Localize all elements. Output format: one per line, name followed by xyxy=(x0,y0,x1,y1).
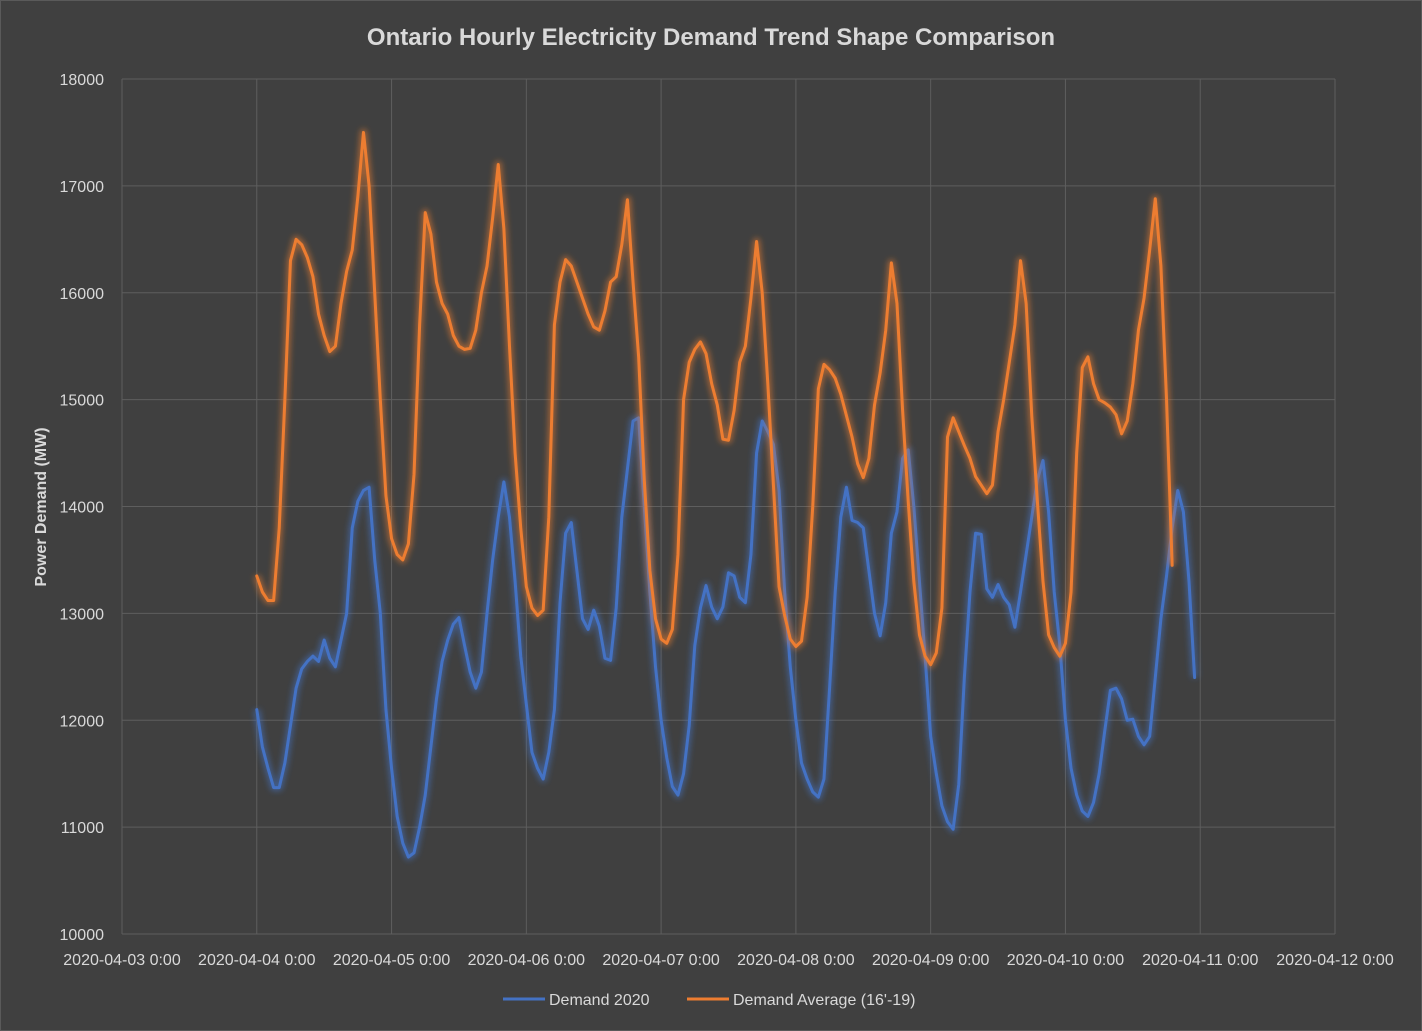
x-tick-label: 2020-04-11 0:00 xyxy=(1142,952,1258,969)
series-glow-0 xyxy=(253,414,1199,861)
y-axis-ticks: 10000 11000 12000 13000 14000 15000 16000 17000… xyxy=(60,72,105,944)
y-tick-label: 17000 xyxy=(60,179,105,196)
x-tick-label: 2020-04-05 0:00 xyxy=(333,952,451,969)
y-tick-label: 12000 xyxy=(60,713,105,730)
x-tick-label: 2020-04-04 0:00 xyxy=(198,952,316,969)
gridlines xyxy=(121,78,1336,935)
x-tick-label: 2020-04-10 0:00 xyxy=(1007,952,1125,969)
legend-label-demand-average: Demand Average (16'-19) xyxy=(733,992,915,1009)
series-line-1 xyxy=(255,130,1174,667)
x-tick-label: 2020-04-03 0:00 xyxy=(63,952,181,969)
y-tick-label: 10000 xyxy=(60,927,105,944)
legend-label-demand-2020: Demand 2020 xyxy=(549,992,650,1009)
x-tick-label: 2020-04-07 0:00 xyxy=(602,952,720,969)
x-tick-label: 2020-04-12 0:00 xyxy=(1276,952,1394,969)
x-axis-ticks: 2020-04-03 0:00 2020-04-04 0:00 2020-04-05… xyxy=(63,952,1394,969)
y-tick-label: 16000 xyxy=(60,286,105,303)
y-axis-label: Power Demand (MW) xyxy=(33,427,50,586)
y-tick-label: 11000 xyxy=(61,820,104,837)
chart-title: Ontario Hourly Electricity Demand Trend … xyxy=(367,24,1055,51)
y-tick-label: 15000 xyxy=(60,393,105,410)
legend: Demand 2020 Demand Average (16'-19) xyxy=(503,992,915,1009)
y-tick-label: 18000 xyxy=(60,72,105,89)
y-tick-label: 13000 xyxy=(60,606,105,623)
x-tick-label: 2020-04-08 0:00 xyxy=(737,952,855,969)
series-lines xyxy=(253,128,1199,861)
x-tick-label: 2020-04-09 0:00 xyxy=(872,952,990,969)
x-tick-label: 2020-04-06 0:00 xyxy=(468,952,586,969)
y-tick-label: 14000 xyxy=(60,500,105,517)
